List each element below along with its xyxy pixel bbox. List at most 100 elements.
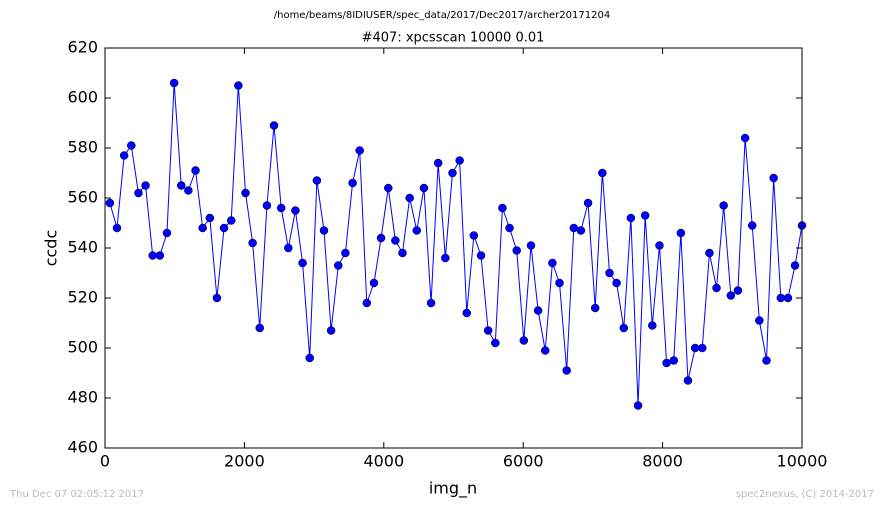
data-point bbox=[762, 356, 771, 365]
data-point bbox=[312, 176, 322, 185]
data-point bbox=[441, 253, 450, 263]
data-point bbox=[705, 248, 714, 258]
data-point bbox=[683, 376, 693, 385]
data-point bbox=[305, 353, 314, 363]
data-point bbox=[298, 258, 307, 268]
data-point bbox=[469, 231, 479, 240]
data-point bbox=[105, 198, 115, 208]
y-tick-label: 520 bbox=[67, 288, 98, 307]
data-point bbox=[405, 193, 414, 203]
data-point bbox=[326, 326, 336, 335]
data-point bbox=[141, 181, 150, 190]
data-point bbox=[134, 188, 143, 198]
data-point bbox=[512, 246, 521, 255]
data-point bbox=[712, 283, 721, 293]
data-point bbox=[226, 216, 236, 225]
data-point bbox=[241, 188, 250, 198]
y-tick-label: 560 bbox=[67, 188, 98, 207]
data-point bbox=[655, 241, 664, 250]
data-point bbox=[533, 306, 543, 315]
data-point bbox=[498, 203, 507, 213]
y-tick-label: 600 bbox=[67, 88, 98, 107]
data-point bbox=[212, 293, 222, 303]
data-point bbox=[384, 183, 393, 193]
data-point bbox=[376, 233, 386, 243]
data-point bbox=[648, 321, 657, 330]
x-tick-label: 4000 bbox=[363, 452, 404, 471]
data-point bbox=[362, 298, 372, 308]
data-point bbox=[248, 238, 257, 248]
data-point bbox=[733, 286, 743, 295]
data-point bbox=[205, 213, 215, 223]
y-tick-label: 460 bbox=[67, 438, 98, 457]
y-tick-label: 620 bbox=[67, 38, 98, 57]
data-point bbox=[505, 223, 514, 233]
data-point bbox=[747, 221, 757, 230]
chart-title: #407: xpcsscan 10000 0.01 bbox=[362, 31, 545, 46]
data-point bbox=[169, 78, 179, 88]
data-point bbox=[191, 166, 200, 175]
data-point bbox=[291, 206, 300, 215]
footer-right: spec2nexus, (C) 2014-2017 bbox=[736, 489, 874, 500]
data-point bbox=[269, 121, 279, 130]
data-point bbox=[177, 181, 186, 190]
data-point bbox=[519, 336, 529, 345]
data-point bbox=[148, 251, 157, 260]
data-point bbox=[198, 223, 207, 233]
data-point bbox=[234, 81, 243, 90]
data-point bbox=[669, 356, 679, 365]
data-point bbox=[726, 291, 736, 300]
x-tick-label: 6000 bbox=[503, 452, 544, 471]
data-point bbox=[590, 303, 600, 313]
data-point bbox=[391, 236, 400, 245]
y-tick-label: 480 bbox=[67, 388, 98, 407]
data-point bbox=[690, 343, 700, 353]
data-point bbox=[676, 228, 686, 238]
data-point bbox=[412, 226, 422, 235]
data-point bbox=[341, 248, 350, 258]
data-point bbox=[155, 251, 165, 260]
data-point bbox=[640, 211, 650, 220]
data-point bbox=[255, 323, 264, 333]
footer-left: Thu Dec 07 02:05:12 2017 bbox=[9, 489, 144, 500]
data-point bbox=[219, 223, 229, 233]
data-point bbox=[776, 293, 786, 303]
data-point bbox=[369, 278, 379, 288]
data-point bbox=[419, 183, 429, 193]
data-point bbox=[433, 158, 443, 168]
x-tick-label: 10000 bbox=[777, 452, 828, 471]
data-point bbox=[576, 226, 586, 235]
y-axis-label: ccdc bbox=[42, 230, 61, 267]
data-point bbox=[626, 213, 636, 223]
data-point bbox=[184, 186, 193, 195]
data-point bbox=[526, 241, 536, 250]
y-tick-label: 580 bbox=[67, 138, 98, 157]
data-point bbox=[355, 146, 364, 155]
data-point bbox=[334, 261, 343, 270]
data-point bbox=[491, 338, 500, 348]
data-point bbox=[790, 261, 800, 270]
data-point bbox=[755, 316, 764, 325]
data-point bbox=[598, 168, 607, 178]
data-point bbox=[462, 308, 471, 318]
data-point bbox=[455, 156, 464, 165]
y-tick-label: 500 bbox=[67, 338, 98, 357]
data-point bbox=[555, 278, 564, 288]
x-axis-label: img_n bbox=[429, 479, 477, 499]
data-point bbox=[698, 343, 707, 353]
data-point bbox=[262, 201, 272, 210]
data-point bbox=[162, 228, 172, 238]
x-tick-label: 8000 bbox=[642, 452, 683, 471]
x-tick-label: 2000 bbox=[224, 452, 265, 471]
data-point bbox=[569, 223, 579, 233]
data-point bbox=[562, 366, 571, 375]
data-point bbox=[583, 198, 593, 208]
suptitle: /home/beams/8IDIUSER/spec_data/2017/Dec2… bbox=[274, 10, 610, 21]
data-line bbox=[109, 82, 803, 406]
data-point bbox=[605, 268, 614, 278]
data-point bbox=[276, 203, 286, 213]
data-point bbox=[127, 141, 136, 150]
data-point bbox=[719, 201, 728, 210]
data-point bbox=[398, 248, 407, 258]
plot-frame bbox=[104, 47, 803, 449]
